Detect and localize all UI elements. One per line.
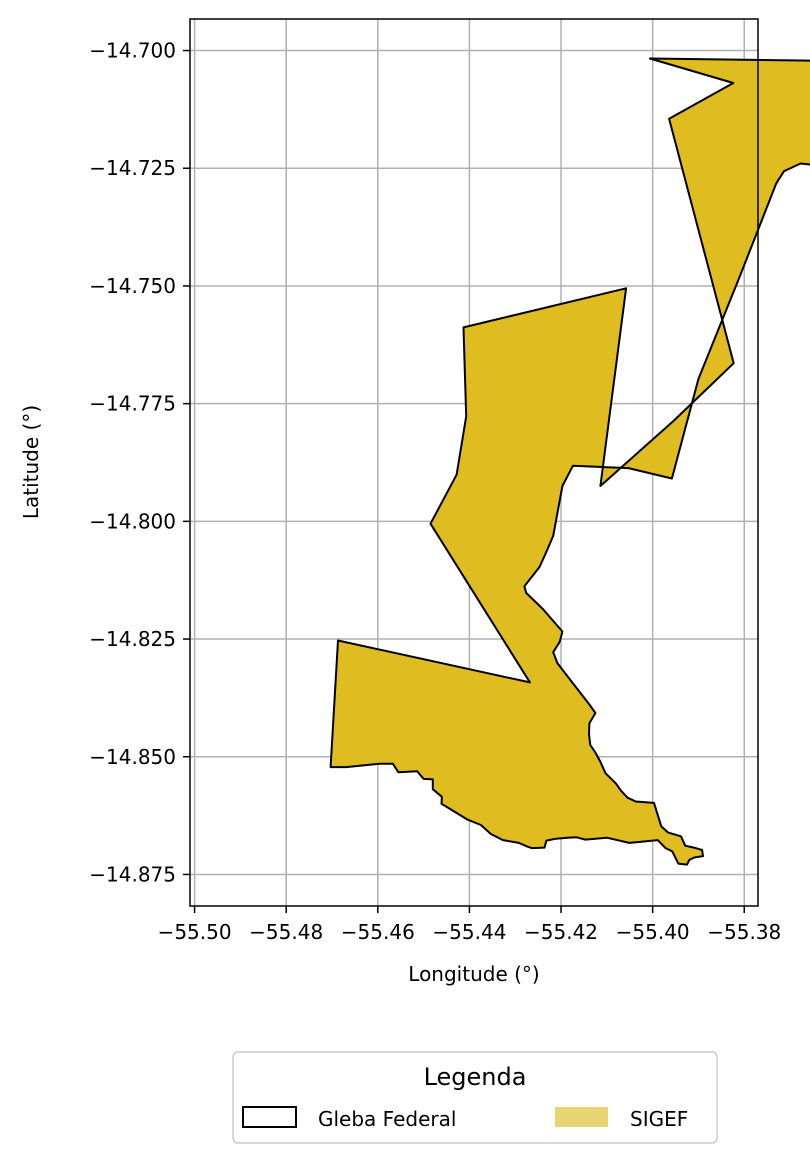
legend-label-sigef: SIGEF [630,1107,688,1131]
y-tick-label: −14.750 [89,274,176,298]
y-axis-title: Latitude (°) [19,405,43,519]
legend-title: Legenda [424,1063,527,1091]
polygon-sigef [329,57,810,866]
legend: Legenda Gleba Federal SIGEF [232,1051,718,1144]
y-tick-label: −14.775 [89,392,176,416]
x-tick-label: −55.44 [432,920,506,944]
map-polygons [329,57,810,866]
y-tick-label: −14.850 [89,745,176,769]
x-tick-label: −55.50 [158,920,232,944]
legend-swatch-gleba-federal [242,1106,297,1128]
legend-swatch-sigef [555,1107,608,1127]
x-tick-label: −55.48 [249,920,323,944]
plot-frame [189,18,759,907]
x-tick-label: −55.46 [341,920,415,944]
y-tick-label: −14.800 [89,509,176,533]
x-axis-title: Longitude (°) [408,962,539,986]
y-tick-label: −14.875 [89,862,176,886]
y-tick-label: −14.725 [89,156,176,180]
axis-ticks: −55.50 −55.48 −55.46 −55.44 −55.42 −55.40 −55.… [89,39,781,944]
x-tick-label: −55.42 [524,920,598,944]
x-tick-label: −55.38 [707,920,781,944]
y-tick-label: −14.825 [89,627,176,651]
x-tick-label: −55.40 [616,920,690,944]
legend-label-gleba-federal: Gleba Federal [318,1107,456,1131]
y-tick-label: −14.700 [89,39,176,63]
